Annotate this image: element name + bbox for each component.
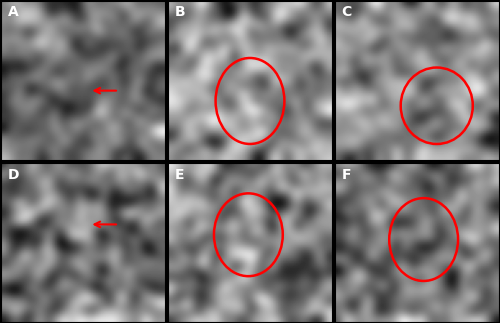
Text: D: D [8, 168, 19, 182]
Text: A: A [8, 5, 18, 19]
Text: F: F [342, 168, 351, 182]
Text: E: E [174, 168, 184, 182]
Text: C: C [342, 5, 352, 19]
Text: B: B [174, 5, 186, 19]
